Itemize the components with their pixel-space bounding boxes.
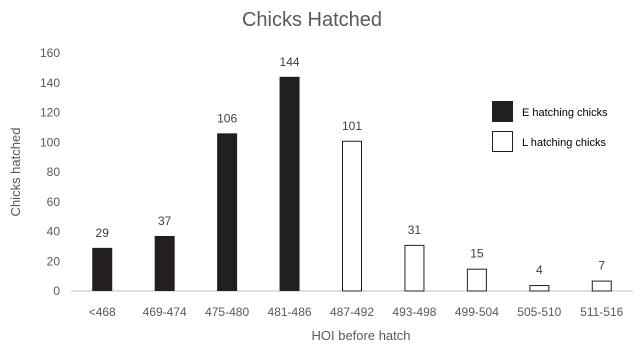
x-tick-label: 499-504 — [455, 305, 499, 319]
x-tick-label: 505-510 — [517, 305, 561, 319]
bar-l-hatching — [404, 244, 425, 292]
x-tick-label: 469-474 — [143, 305, 187, 319]
y-axis-label: Chicks hatched — [8, 128, 23, 217]
y-tick-label: 80 — [47, 165, 61, 179]
x-tick-label: <468 — [89, 305, 116, 319]
x-axis-label: HOI before hatch — [312, 328, 411, 343]
legend-label: E hatching chicks — [522, 107, 608, 119]
bar-l-hatching — [591, 280, 612, 292]
data-label: 37 — [158, 214, 172, 228]
y-tick-label: 40 — [47, 225, 61, 239]
data-labels: 29 37 106 144 101 31 15 4 7 — [96, 55, 606, 277]
legend-swatch — [492, 131, 513, 152]
chart-title: Chicks Hatched — [242, 9, 382, 31]
bar-e-hatching — [217, 133, 238, 291]
y-tick-label: 20 — [47, 254, 61, 268]
x-tick-label: 481-486 — [268, 305, 312, 319]
data-label: 7 — [598, 259, 605, 273]
data-label: 4 — [536, 263, 543, 277]
data-label: 15 — [470, 247, 484, 261]
y-tick-label: 100 — [40, 135, 60, 149]
bar-l-hatching — [342, 140, 362, 292]
bar-e-hatching — [92, 247, 113, 291]
bar-l-hatching — [466, 268, 487, 292]
data-label: 101 — [342, 119, 362, 133]
y-tick-label: 60 — [47, 195, 61, 209]
x-tick-label: 487-492 — [330, 305, 374, 319]
bar-l-hatching — [529, 285, 550, 292]
data-label: 31 — [408, 223, 422, 237]
bars — [92, 76, 612, 292]
data-label: 106 — [217, 111, 237, 125]
x-tick-label: 493-498 — [392, 305, 436, 319]
data-label: 29 — [96, 226, 110, 240]
data-label: 144 — [280, 55, 300, 69]
bar-e-hatching — [279, 76, 300, 291]
x-tick-label: 511-516 — [580, 305, 623, 319]
bar-e-hatching — [154, 235, 175, 291]
legend-label: L hatching chicks — [522, 137, 606, 149]
y-tick-label: 120 — [40, 106, 60, 120]
legend-swatch — [492, 101, 513, 122]
y-tick-label: 160 — [40, 46, 60, 60]
x-tick-label: 475-480 — [205, 305, 249, 319]
x-axis: <468 469-474 475-480 481-486 487-492 493-498 4… — [89, 305, 624, 319]
y-tick-label: 0 — [53, 284, 60, 298]
y-tick-label: 140 — [40, 76, 60, 90]
legend: E hatching chicks L hatching chicks — [492, 101, 608, 152]
y-axis: 0 20 40 60 80 100 120 140 160 — [40, 46, 60, 298]
